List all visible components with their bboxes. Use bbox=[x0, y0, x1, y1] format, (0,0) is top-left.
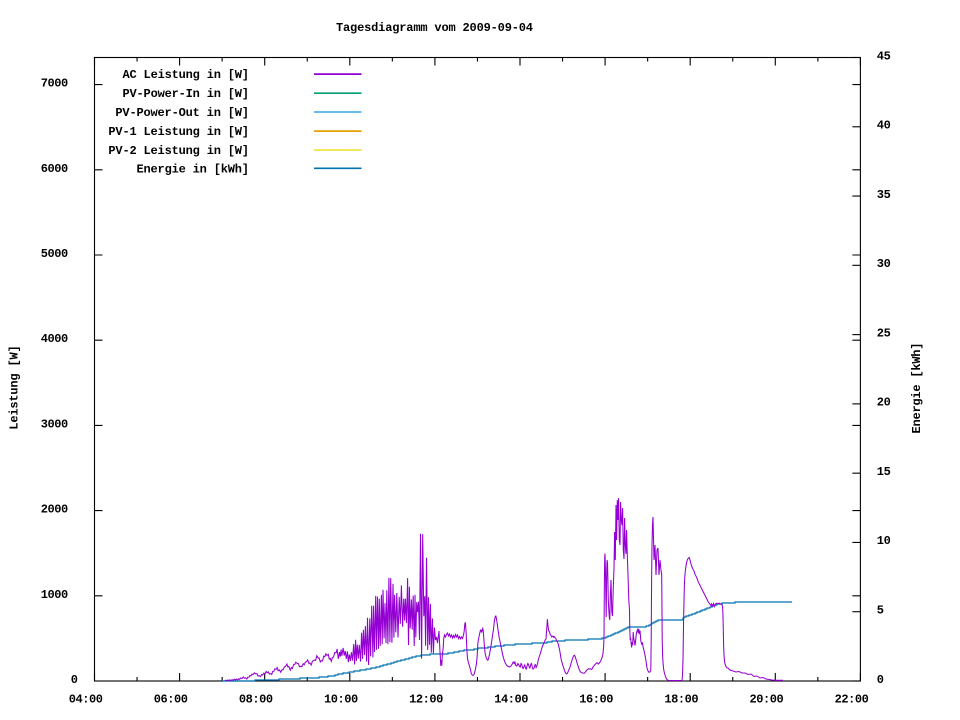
svg-text:16:00: 16:00 bbox=[579, 693, 613, 707]
svg-text:5: 5 bbox=[877, 604, 884, 618]
svg-text:Tagesdiagramm vom 2009-09-04: Tagesdiagramm vom 2009-09-04 bbox=[336, 21, 533, 35]
svg-text:06:00: 06:00 bbox=[154, 693, 188, 707]
svg-text:20:00: 20:00 bbox=[750, 693, 784, 707]
svg-text:20: 20 bbox=[877, 396, 891, 410]
svg-text:08:00: 08:00 bbox=[239, 693, 273, 707]
svg-text:5000: 5000 bbox=[41, 247, 69, 261]
svg-text:Energie in [kWh]: Energie in [kWh] bbox=[137, 162, 250, 176]
svg-text:18:00: 18:00 bbox=[664, 693, 698, 707]
svg-text:PV-Power-Out in [W]: PV-Power-Out in [W] bbox=[115, 106, 249, 120]
svg-text:04:00: 04:00 bbox=[69, 693, 103, 707]
svg-text:2000: 2000 bbox=[41, 503, 69, 517]
svg-text:AC Leistung in [W]: AC Leistung in [W] bbox=[123, 68, 250, 82]
svg-text:3000: 3000 bbox=[41, 417, 69, 431]
svg-text:35: 35 bbox=[877, 188, 891, 202]
svg-text:0: 0 bbox=[877, 673, 884, 687]
svg-text:14:00: 14:00 bbox=[494, 693, 528, 707]
svg-text:22:00: 22:00 bbox=[835, 693, 869, 707]
svg-text:15: 15 bbox=[877, 465, 891, 479]
svg-text:40: 40 bbox=[877, 119, 891, 133]
svg-text:Energie [kWh]: Energie [kWh] bbox=[910, 343, 924, 434]
svg-text:10:00: 10:00 bbox=[324, 693, 358, 707]
svg-text:1000: 1000 bbox=[41, 588, 69, 602]
svg-text:PV-1 Leistung in [W]: PV-1 Leistung in [W] bbox=[108, 125, 249, 139]
svg-text:0: 0 bbox=[71, 673, 78, 687]
svg-text:PV-Power-In in [W]: PV-Power-In in [W] bbox=[123, 87, 250, 101]
svg-text:45: 45 bbox=[877, 49, 891, 63]
svg-text:25: 25 bbox=[877, 326, 891, 340]
svg-text:10: 10 bbox=[877, 534, 891, 548]
svg-text:30: 30 bbox=[877, 257, 891, 271]
svg-text:6000: 6000 bbox=[41, 162, 69, 176]
svg-text:Leistung [W]: Leistung [W] bbox=[8, 345, 22, 429]
svg-text:7000: 7000 bbox=[41, 77, 69, 91]
svg-text:4000: 4000 bbox=[41, 332, 69, 346]
svg-text:12:00: 12:00 bbox=[409, 693, 443, 707]
svg-text:PV-2 Leistung in [W]: PV-2 Leistung in [W] bbox=[108, 144, 249, 158]
